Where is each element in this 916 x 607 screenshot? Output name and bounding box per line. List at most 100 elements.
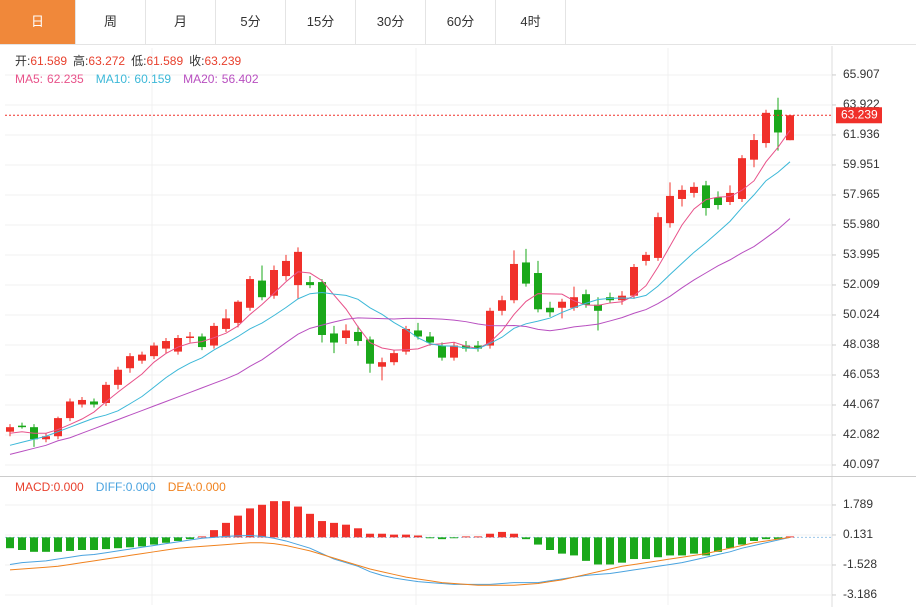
y-tick-label: -3.186	[843, 587, 877, 601]
macd-bar	[474, 536, 482, 538]
candle-body	[366, 339, 374, 364]
ma-line	[9, 161, 791, 446]
last-price-label: 63.239	[841, 107, 878, 121]
macd-bar	[438, 537, 446, 540]
legend-name: MACD:	[15, 480, 54, 494]
macd-bar	[54, 537, 62, 552]
candle-body	[726, 192, 734, 202]
macd-bar	[246, 508, 254, 538]
macd-bar	[738, 537, 746, 545]
candle-body	[114, 369, 122, 385]
period-tab[interactable]: 15分	[286, 0, 356, 44]
candle-body	[654, 217, 662, 258]
candle-body	[666, 195, 674, 224]
macd-bar	[78, 537, 86, 551]
candle-body	[210, 325, 218, 346]
macd-bar	[18, 537, 26, 551]
macd-bar	[642, 537, 650, 560]
macd-bar	[186, 537, 194, 540]
candle-body	[294, 251, 302, 286]
candle-body	[630, 266, 638, 296]
macd-bar	[570, 537, 578, 556]
macd-bar	[786, 536, 794, 538]
macd-bar	[30, 537, 38, 552]
candle-body	[690, 186, 698, 193]
candle-body	[558, 301, 566, 308]
ohlc-header: 开:61.589 高:63.272 低:61.589 收:63.239	[15, 53, 242, 68]
candle-body	[306, 282, 314, 286]
macd-bar	[90, 537, 98, 551]
macd-bar	[630, 537, 638, 560]
macd-bar	[426, 537, 434, 539]
legend-value: 60.159	[134, 72, 171, 86]
period-tab[interactable]: 60分	[426, 0, 496, 44]
y-tick-label: 52.009	[843, 277, 880, 291]
y-tick-label: 1.789	[843, 497, 873, 511]
macd-bar	[678, 537, 686, 556]
candle-body	[438, 345, 446, 358]
macd-line	[9, 535, 791, 585]
macd-bar	[6, 537, 14, 549]
period-tab[interactable]: 日	[0, 0, 76, 44]
macd-bar	[294, 506, 302, 538]
macd-bar	[762, 537, 770, 540]
macd-bar	[558, 537, 566, 554]
candle-body	[246, 279, 254, 308]
macd-bar	[546, 537, 554, 551]
legend-name: DIFF:	[96, 480, 126, 494]
legend-value: 0.000	[126, 480, 156, 494]
ohlc-label: 收:	[189, 54, 204, 68]
y-tick-label: 50.024	[843, 307, 880, 321]
candle-body	[546, 307, 554, 313]
y-tick-label: -1.528	[843, 557, 877, 571]
macd-bar	[306, 513, 314, 538]
macd-bar	[354, 528, 362, 538]
legend-name: MA5:	[15, 72, 43, 86]
macd-bar	[342, 524, 350, 538]
y-tick-label: 59.951	[843, 157, 880, 171]
macd-bar	[450, 537, 458, 539]
y-tick-label: 44.067	[843, 397, 880, 411]
macd-bar	[498, 531, 506, 538]
candle-body	[66, 401, 74, 419]
period-tab[interactable]: 月	[146, 0, 216, 44]
period-tab[interactable]: 5分	[216, 0, 286, 44]
ohlc-label: 开:	[15, 54, 30, 68]
macd-bar	[210, 530, 218, 538]
macd-bar	[270, 501, 278, 538]
candle-body	[486, 310, 494, 346]
macd-bar	[366, 533, 374, 538]
candle-body	[354, 331, 362, 342]
macd-bar	[318, 521, 326, 538]
candle-body	[414, 330, 422, 337]
period-tab[interactable]: 30分	[356, 0, 426, 44]
candle-body	[270, 270, 278, 296]
candle-body	[738, 158, 746, 199]
period-tab[interactable]: 周	[76, 0, 146, 44]
candle-body	[6, 427, 14, 432]
candle-body	[390, 353, 398, 363]
candle-body	[510, 263, 518, 301]
candle-body	[222, 318, 230, 329]
candle-body	[162, 341, 170, 349]
last-price-box	[836, 107, 882, 124]
macd-bar	[702, 537, 710, 556]
macd-bar	[114, 537, 122, 549]
macd-bar	[594, 537, 602, 565]
candle-body	[282, 260, 290, 277]
period-tab[interactable]: 4时	[496, 0, 566, 44]
candle-body	[90, 401, 98, 405]
candle-body	[318, 282, 326, 335]
legend-name: DEA:	[168, 480, 196, 494]
y-tick-label: 0.131	[843, 527, 873, 541]
macd-bar	[750, 537, 758, 541]
macd-bar	[138, 537, 146, 547]
candle-body	[78, 399, 86, 405]
macd-bar	[618, 537, 626, 563]
candle-body	[330, 333, 338, 343]
candle-body	[150, 345, 158, 357]
candle-body	[570, 297, 578, 308]
legend-value: 0.000	[196, 480, 226, 494]
candle-body	[678, 189, 686, 199]
